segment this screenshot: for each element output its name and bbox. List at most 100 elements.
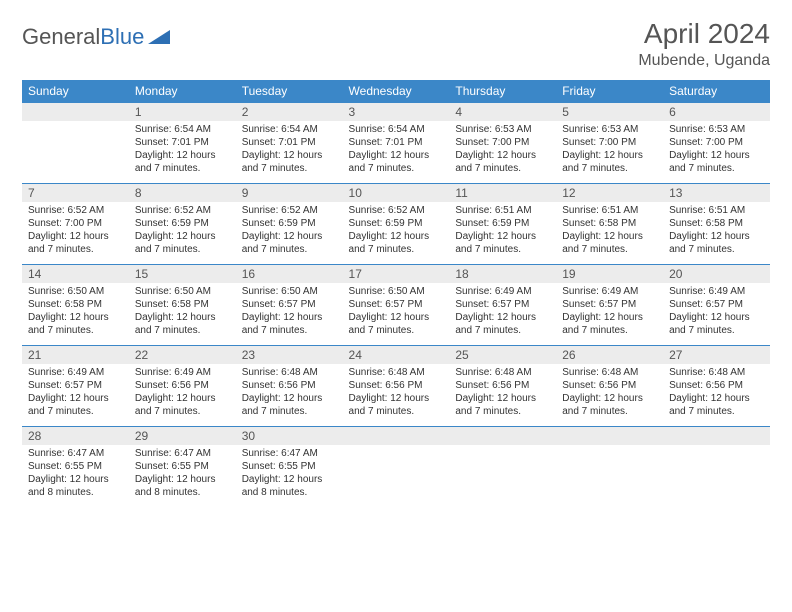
day-info-line: Daylight: 12 hours xyxy=(455,149,550,162)
day-number: 13 xyxy=(663,184,770,202)
day-info-line: and 8 minutes. xyxy=(242,486,337,499)
day-info-line: Daylight: 12 hours xyxy=(135,473,230,486)
day-info-line: Sunset: 6:57 PM xyxy=(349,298,444,311)
calendar-day-cell: 23Sunrise: 6:48 AMSunset: 6:56 PMDayligh… xyxy=(236,346,343,427)
day-content: Sunrise: 6:50 AMSunset: 6:57 PMDaylight:… xyxy=(343,283,450,345)
day-content: Sunrise: 6:54 AMSunset: 7:01 PMDaylight:… xyxy=(129,121,236,183)
day-content: Sunrise: 6:47 AMSunset: 6:55 PMDaylight:… xyxy=(236,445,343,507)
day-info-line: Sunset: 6:57 PM xyxy=(28,379,123,392)
day-info-line: Sunrise: 6:49 AM xyxy=(135,366,230,379)
day-info-line: Sunrise: 6:49 AM xyxy=(669,285,764,298)
calendar-day-cell xyxy=(22,103,129,184)
day-content: Sunrise: 6:53 AMSunset: 7:00 PMDaylight:… xyxy=(449,121,556,183)
calendar-week-row: 1Sunrise: 6:54 AMSunset: 7:01 PMDaylight… xyxy=(22,103,770,184)
day-info-line: Sunset: 6:59 PM xyxy=(242,217,337,230)
day-info-line: and 7 minutes. xyxy=(562,243,657,256)
day-info-line: Daylight: 12 hours xyxy=(242,392,337,405)
day-info-line: Sunset: 7:01 PM xyxy=(242,136,337,149)
calendar-day-cell: 12Sunrise: 6:51 AMSunset: 6:58 PMDayligh… xyxy=(556,184,663,265)
day-info-line: and 7 minutes. xyxy=(28,405,123,418)
day-info-line: Sunset: 6:57 PM xyxy=(455,298,550,311)
day-number: 19 xyxy=(556,265,663,283)
day-info-line: and 7 minutes. xyxy=(455,405,550,418)
day-info-line: and 7 minutes. xyxy=(135,324,230,337)
day-info-line: Sunrise: 6:52 AM xyxy=(28,204,123,217)
day-info-line: and 7 minutes. xyxy=(455,243,550,256)
day-info-line: and 7 minutes. xyxy=(562,162,657,175)
day-content: Sunrise: 6:48 AMSunset: 6:56 PMDaylight:… xyxy=(343,364,450,426)
calendar-body: 1Sunrise: 6:54 AMSunset: 7:01 PMDaylight… xyxy=(22,103,770,508)
day-content: Sunrise: 6:49 AMSunset: 6:56 PMDaylight:… xyxy=(129,364,236,426)
day-number: 14 xyxy=(22,265,129,283)
day-info-line: Sunrise: 6:47 AM xyxy=(242,447,337,460)
day-number: 6 xyxy=(663,103,770,121)
day-info-line: and 7 minutes. xyxy=(455,324,550,337)
day-number xyxy=(22,103,129,121)
calendar-day-cell: 2Sunrise: 6:54 AMSunset: 7:01 PMDaylight… xyxy=(236,103,343,184)
calendar-day-cell: 9Sunrise: 6:52 AMSunset: 6:59 PMDaylight… xyxy=(236,184,343,265)
day-info-line: and 7 minutes. xyxy=(349,162,444,175)
day-info-line: and 8 minutes. xyxy=(28,486,123,499)
calendar-day-cell xyxy=(449,427,556,508)
weekday-header: Wednesday xyxy=(343,80,450,103)
logo-text-general: General xyxy=(22,24,100,50)
day-info-line: Sunrise: 6:50 AM xyxy=(135,285,230,298)
day-info-line: and 7 minutes. xyxy=(28,243,123,256)
day-content: Sunrise: 6:49 AMSunset: 6:57 PMDaylight:… xyxy=(449,283,556,345)
calendar-day-cell: 7Sunrise: 6:52 AMSunset: 7:00 PMDaylight… xyxy=(22,184,129,265)
day-content: Sunrise: 6:48 AMSunset: 6:56 PMDaylight:… xyxy=(663,364,770,426)
day-info-line: Sunrise: 6:52 AM xyxy=(242,204,337,217)
day-info-line: Daylight: 12 hours xyxy=(242,473,337,486)
day-info-line: Sunrise: 6:48 AM xyxy=(349,366,444,379)
day-info-line: Daylight: 12 hours xyxy=(135,392,230,405)
day-content: Sunrise: 6:48 AMSunset: 6:56 PMDaylight:… xyxy=(449,364,556,426)
day-info-line: Daylight: 12 hours xyxy=(349,311,444,324)
day-number: 22 xyxy=(129,346,236,364)
day-number: 16 xyxy=(236,265,343,283)
day-number: 15 xyxy=(129,265,236,283)
day-number: 11 xyxy=(449,184,556,202)
day-content: Sunrise: 6:47 AMSunset: 6:55 PMDaylight:… xyxy=(129,445,236,507)
weekday-header: Thursday xyxy=(449,80,556,103)
day-info-line: and 7 minutes. xyxy=(562,324,657,337)
day-info-line: Sunrise: 6:51 AM xyxy=(455,204,550,217)
calendar-day-cell: 14Sunrise: 6:50 AMSunset: 6:58 PMDayligh… xyxy=(22,265,129,346)
day-info-line: Sunrise: 6:47 AM xyxy=(135,447,230,460)
day-info-line: and 7 minutes. xyxy=(455,162,550,175)
day-info-line: and 8 minutes. xyxy=(135,486,230,499)
day-number xyxy=(663,427,770,445)
calendar-day-cell: 24Sunrise: 6:48 AMSunset: 6:56 PMDayligh… xyxy=(343,346,450,427)
day-info-line: Sunset: 6:56 PM xyxy=(562,379,657,392)
day-info-line: and 7 minutes. xyxy=(669,405,764,418)
day-info-line: Sunrise: 6:48 AM xyxy=(242,366,337,379)
day-info-line: Sunrise: 6:54 AM xyxy=(135,123,230,136)
day-info-line: and 7 minutes. xyxy=(562,405,657,418)
day-info-line: Sunset: 6:59 PM xyxy=(455,217,550,230)
day-info-line: Daylight: 12 hours xyxy=(562,149,657,162)
day-info-line: Sunset: 6:56 PM xyxy=(349,379,444,392)
day-info-line: Sunset: 6:57 PM xyxy=(669,298,764,311)
day-content xyxy=(22,121,129,179)
day-info-line: Sunset: 6:57 PM xyxy=(242,298,337,311)
day-number: 4 xyxy=(449,103,556,121)
day-number: 12 xyxy=(556,184,663,202)
day-info-line: Daylight: 12 hours xyxy=(669,311,764,324)
day-info-line: Daylight: 12 hours xyxy=(135,230,230,243)
day-content: Sunrise: 6:53 AMSunset: 7:00 PMDaylight:… xyxy=(663,121,770,183)
title-block: April 2024 Mubende, Uganda xyxy=(638,18,770,70)
calendar-day-cell: 26Sunrise: 6:48 AMSunset: 6:56 PMDayligh… xyxy=(556,346,663,427)
day-info-line: and 7 minutes. xyxy=(28,324,123,337)
day-info-line: Daylight: 12 hours xyxy=(669,149,764,162)
calendar-day-cell: 16Sunrise: 6:50 AMSunset: 6:57 PMDayligh… xyxy=(236,265,343,346)
calendar-day-cell: 17Sunrise: 6:50 AMSunset: 6:57 PMDayligh… xyxy=(343,265,450,346)
calendar-day-cell: 22Sunrise: 6:49 AMSunset: 6:56 PMDayligh… xyxy=(129,346,236,427)
day-info-line: and 7 minutes. xyxy=(242,162,337,175)
day-number: 17 xyxy=(343,265,450,283)
day-info-line: Sunrise: 6:53 AM xyxy=(669,123,764,136)
day-info-line: Sunrise: 6:49 AM xyxy=(455,285,550,298)
day-info-line: and 7 minutes. xyxy=(242,405,337,418)
day-number: 20 xyxy=(663,265,770,283)
calendar-day-cell: 18Sunrise: 6:49 AMSunset: 6:57 PMDayligh… xyxy=(449,265,556,346)
calendar-day-cell: 30Sunrise: 6:47 AMSunset: 6:55 PMDayligh… xyxy=(236,427,343,508)
day-info-line: Daylight: 12 hours xyxy=(28,392,123,405)
